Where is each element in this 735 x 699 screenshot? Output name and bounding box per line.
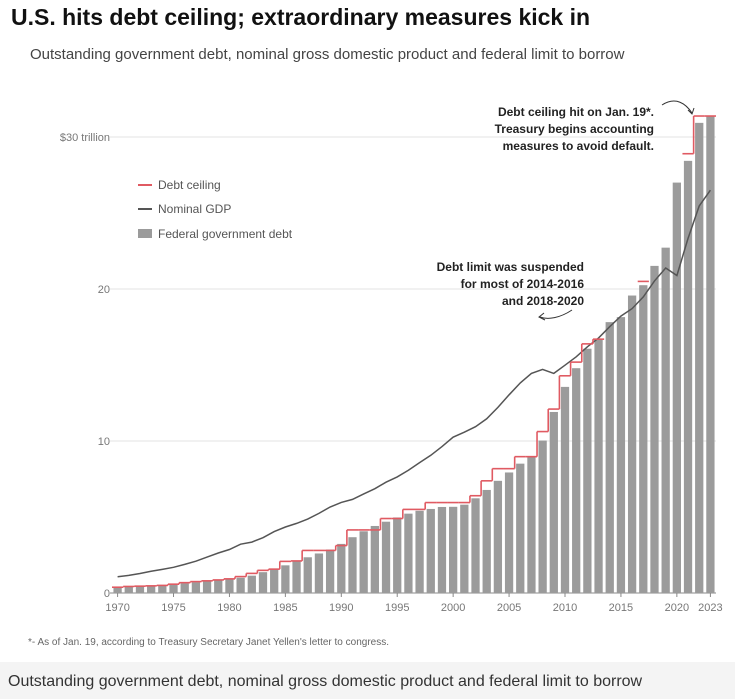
debt-bar-2015 (616, 317, 626, 593)
debt-bar-2023 (706, 115, 715, 593)
debt-bar-1972 (135, 586, 145, 593)
x-tick-label: 2000 (441, 602, 465, 614)
debt-bar-1974 (158, 585, 167, 593)
debt-bar-2005 (504, 472, 514, 593)
x-tick-label: 1995 (385, 602, 409, 614)
x-tick-label: 2015 (609, 602, 633, 614)
debt-bar-1983 (258, 572, 268, 593)
debt-bar-1985 (281, 565, 290, 593)
debt-bar-1987 (303, 557, 312, 593)
debt-bar-1981 (236, 577, 245, 593)
legend-label: Nominal GDP (158, 202, 231, 216)
debt-bars (113, 115, 715, 593)
annotation-arrow (661, 100, 693, 114)
chart-subtitle: Outstanding government debt, nominal gro… (30, 46, 625, 63)
footnote: *- As of Jan. 19, according to Treasury … (28, 637, 389, 648)
legend-swatch (138, 229, 152, 238)
legend-item: Debt ceiling (138, 178, 221, 192)
debt-bar-1995 (393, 517, 402, 593)
annotation-arrow (539, 309, 573, 319)
debt-bar-2019 (661, 247, 670, 593)
debt-bar-2004 (493, 480, 503, 593)
debt-bar-1986 (292, 560, 301, 593)
debt-bar-2021 (683, 160, 693, 593)
debt-bar-2001 (460, 504, 469, 593)
y-tick-label: 0 (104, 588, 110, 600)
debt-bar-2016 (627, 295, 637, 593)
debt-bar-1978 (202, 581, 212, 593)
debt-bar-2002 (471, 498, 480, 593)
x-tick-label: 1975 (161, 602, 185, 614)
debt-bar-1982 (247, 575, 256, 593)
debt-bar-1988 (314, 553, 324, 593)
legend-item: Federal government debt (138, 227, 293, 241)
debt-bar-2010 (560, 386, 570, 593)
debt-bar-1992 (359, 531, 368, 593)
x-tick-label: 2020 (665, 602, 689, 614)
annotation-arrowhead (687, 107, 695, 115)
debt-bar-2014 (605, 322, 614, 593)
debt-bar-2022 (695, 122, 704, 593)
annotation-suspended: Debt limit was suspended for most of 2014… (437, 260, 585, 308)
debt-bar-2020 (672, 182, 681, 593)
debt-bar-1990 (337, 543, 346, 593)
debt-bar-2003 (482, 489, 491, 593)
legend: Debt ceiling Nominal GDP Federal governmen… (138, 178, 293, 241)
gdp-line (117, 189, 712, 578)
y-tick-label: $30 trillion (60, 132, 110, 144)
debt-ceiling-line (112, 115, 716, 589)
x-axis: 1970 1975 1980 1985 1990 1995 2000 2005 2010 2015… (105, 593, 723, 614)
debt-bar-1989 (325, 549, 335, 593)
y-tick-label: 10 (98, 436, 110, 448)
debt-bar-1976 (180, 583, 189, 593)
debt-bar-1973 (147, 585, 156, 593)
debt-bar-1980 (225, 579, 234, 593)
x-tick-label: 2023 (698, 602, 722, 614)
y-tick-label: 20 (98, 284, 110, 296)
x-tick-label: 1990 (329, 602, 353, 614)
caption-band (0, 662, 735, 699)
debt-bar-2012 (583, 348, 592, 593)
debt-bar-2008 (538, 440, 547, 593)
debt-bar-1993 (370, 525, 379, 593)
annotations: Debt ceiling hit on Jan. 19*. Treasury be… (437, 100, 695, 321)
debt-bar-1997 (415, 510, 424, 593)
debt-bar-2006 (516, 463, 525, 593)
debt-bar-1998 (426, 508, 435, 593)
annotation-arrowhead (538, 312, 546, 321)
legend-item: Nominal GDP (138, 202, 231, 216)
debt-bar-2007 (527, 456, 536, 593)
annotation-ceiling-hit: Debt ceiling hit on Jan. 19*. Treasury be… (495, 105, 654, 153)
debt-bar-1994 (381, 521, 391, 593)
x-tick-label: 2010 (553, 602, 577, 614)
x-tick-label: 1980 (217, 602, 241, 614)
debt-bar-1999 (437, 506, 447, 593)
debt-bar-2013 (594, 338, 603, 593)
x-tick-label: 1970 (105, 602, 129, 614)
debt-bar-1991 (348, 537, 357, 593)
x-tick-label: 1985 (273, 602, 297, 614)
debt-bar-2011 (572, 368, 581, 593)
debt-bar-1977 (191, 582, 201, 593)
debt-bar-1975 (169, 584, 178, 593)
debt-bar-2000 (449, 506, 458, 593)
debt-bar-1984 (270, 569, 279, 593)
debt-bar-1996 (404, 513, 413, 593)
caption: Outstanding government debt, nominal gro… (8, 673, 643, 690)
y-axis: 0 10 20 $30 trillion (60, 132, 110, 600)
debt-bar-1971 (124, 586, 133, 593)
chart-title: U.S. hits debt ceiling; extraordinary me… (11, 4, 591, 30)
debt-bar-2018 (650, 265, 659, 593)
legend-label: Federal government debt (158, 227, 293, 241)
x-tick-label: 2005 (497, 602, 521, 614)
legend-label: Debt ceiling (158, 178, 221, 192)
series-lines (112, 115, 716, 589)
debt-bar-1970 (113, 587, 122, 593)
debt-bar-1979 (214, 580, 223, 593)
debt-bar-2017 (639, 285, 648, 593)
debt-bar-2009 (549, 411, 558, 593)
